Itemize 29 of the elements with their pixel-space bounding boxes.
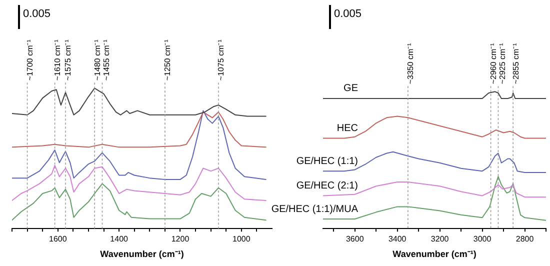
x-tick-label: 1600 — [48, 234, 68, 244]
ref-line-label: ~1575 cm⁻¹ — [64, 39, 73, 81]
series-label: GE/HEC (2:1) — [296, 180, 358, 192]
ref-line-label: ~1700 cm⁻¹ — [25, 39, 34, 81]
x-tick-label: 1400 — [110, 234, 129, 244]
ref-line-label: ~3350 cm⁻¹ — [406, 42, 416, 84]
x-tick-label: 3600 — [346, 234, 364, 244]
series-label: GE/HEC (1:1)/MUA — [271, 204, 358, 215]
ref-line-label: ~1075 cm⁻¹ — [216, 39, 226, 81]
x-tick-label: 3000 — [473, 234, 492, 244]
series-label: GE — [344, 83, 358, 94]
ref-line-label: ~2925 cm⁻¹ — [498, 42, 507, 84]
x-tick-label: 2800 — [516, 234, 534, 244]
ref-line-label: ~1250 cm⁻¹ — [163, 39, 172, 81]
ref-line-label: ~1455 cm⁻¹ — [102, 39, 111, 81]
x-axis-title: Wavenumber (cm⁻¹) — [392, 249, 476, 260]
x-tick-label: 3400 — [388, 234, 407, 244]
x-axis-title: Wavenumber (cm⁻¹) — [100, 249, 184, 260]
x-tick-label: 1200 — [171, 234, 190, 244]
ref-line-label: ~1480 cm⁻¹ — [92, 39, 102, 81]
text: 0.005 — [334, 8, 362, 20]
series-label: GE/HEC (1:1) — [296, 156, 358, 167]
ref-line-label: ~2855 cm⁻¹ — [511, 42, 520, 84]
series-label: HEC — [336, 122, 358, 134]
ref-line-label: ~2960 cm⁻¹ — [488, 42, 498, 84]
text: 0.005 — [23, 8, 51, 20]
x-tick-label: 1000 — [232, 234, 251, 244]
x-tick-label: 3200 — [430, 234, 450, 244]
ref-line-label: ~1610 cm⁻¹ — [53, 39, 62, 81]
